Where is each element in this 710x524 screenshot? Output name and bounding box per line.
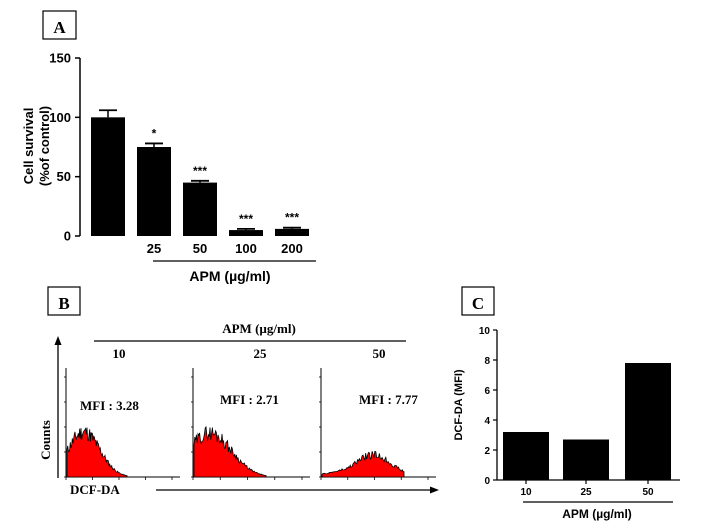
panel-b-ylabel: Counts xyxy=(38,420,53,460)
histogram-2 xyxy=(191,368,310,480)
panel-c-box xyxy=(461,286,495,316)
panel-a: A Cell survival (%of control) 0 50 100 150 … xyxy=(21,10,316,284)
panel-b-box xyxy=(47,286,81,316)
panel-c-ylabel: DCF-DA (MFI) xyxy=(453,369,465,440)
panel-b: B APM (µg/ml) Counts DCF-DA 10 25 50 MFI… xyxy=(38,286,439,497)
panel-a-plot: 0 50 100 150 * 25 *** 50 *** 100 *** 200 xyxy=(49,51,309,256)
histogram-1 xyxy=(64,368,180,480)
panel-b-mfi-50: MFI : 7.77 xyxy=(359,392,418,407)
panel-c-xtick-label-2: 50 xyxy=(642,487,654,498)
panel-a-xtick-label-4: 200 xyxy=(281,241,303,256)
histogram-3-curve xyxy=(321,450,405,478)
histogram-2-curve xyxy=(193,425,267,478)
panel-a-significance-1: * xyxy=(152,126,157,140)
panel-c-bar-2 xyxy=(625,363,671,480)
panel-a-xtick-label-1: 25 xyxy=(147,241,161,256)
panel-a-bar-3 xyxy=(229,230,263,236)
panel-b-mfi-25: MFI : 2.71 xyxy=(220,392,279,407)
panel-b-letter: B xyxy=(58,294,69,313)
panel-b-conc-10: 10 xyxy=(113,346,126,361)
panel-a-xtick-label-2: 50 xyxy=(193,241,207,256)
panel-c-xtick-label-0: 10 xyxy=(520,487,532,498)
panel-c-bar-1 xyxy=(563,439,609,480)
panel-a-ytick-label-3: 150 xyxy=(49,51,71,66)
panel-c-ytick-label-4: 8 xyxy=(484,356,490,367)
panel-a-ytick-label-0: 0 xyxy=(64,229,71,244)
panel-b-xlabel: DCF-DA xyxy=(70,482,120,497)
panel-a-ylabel-line2: (%of control) xyxy=(37,106,52,186)
panel-a-ylabel-line1: Cell survival xyxy=(21,108,36,185)
panel-a-significance-2: *** xyxy=(193,164,207,178)
histogram-1-curve xyxy=(66,427,128,478)
panel-a-ytick-label-1: 50 xyxy=(57,169,71,184)
panel-a-significance-4: *** xyxy=(285,211,299,225)
panel-c-bar-0 xyxy=(503,432,549,480)
panel-c-ytick-label-3: 6 xyxy=(484,386,490,397)
panel-a-letter: A xyxy=(53,18,66,37)
panel-b-title: APM (µg/ml) xyxy=(222,321,296,336)
histogram-3 xyxy=(319,368,436,480)
panel-a-bar-2 xyxy=(183,182,217,236)
panel-a-bar-1 xyxy=(137,147,171,236)
panel-a-ytick-label-2: 100 xyxy=(49,110,71,125)
panel-b-dcf-arrowhead xyxy=(430,486,439,494)
panel-a-box xyxy=(42,10,77,40)
panel-c-ytick-label-2: 4 xyxy=(484,416,490,427)
panel-a-xtick-label-3: 100 xyxy=(235,241,257,256)
panel-c: C DCF-DA (MFI) 0 2 4 6 8 10 10 25 50 APM (µg/ml… xyxy=(453,286,680,521)
panel-a-bar-4 xyxy=(275,228,309,236)
panel-a-xlabel: APM (µg/ml) xyxy=(189,268,270,284)
panel-c-letter: C xyxy=(472,294,484,313)
panel-b-conc-25: 25 xyxy=(254,346,268,361)
panel-a-bar-0 xyxy=(91,117,125,236)
panel-b-mfi-10: MFI : 3.28 xyxy=(80,398,139,413)
panel-c-ytick-label-1: 2 xyxy=(484,446,490,457)
panel-b-counts-arrowhead xyxy=(54,336,62,345)
panel-c-ytick-label-0: 0 xyxy=(484,476,490,487)
panel-c-ytick-label-5: 10 xyxy=(479,326,491,337)
panel-c-xtick-label-1: 25 xyxy=(580,487,592,498)
panel-b-conc-50: 50 xyxy=(373,346,386,361)
panel-c-xlabel: APM (µg/ml) xyxy=(562,507,632,521)
panel-a-significance-3: *** xyxy=(239,212,253,226)
